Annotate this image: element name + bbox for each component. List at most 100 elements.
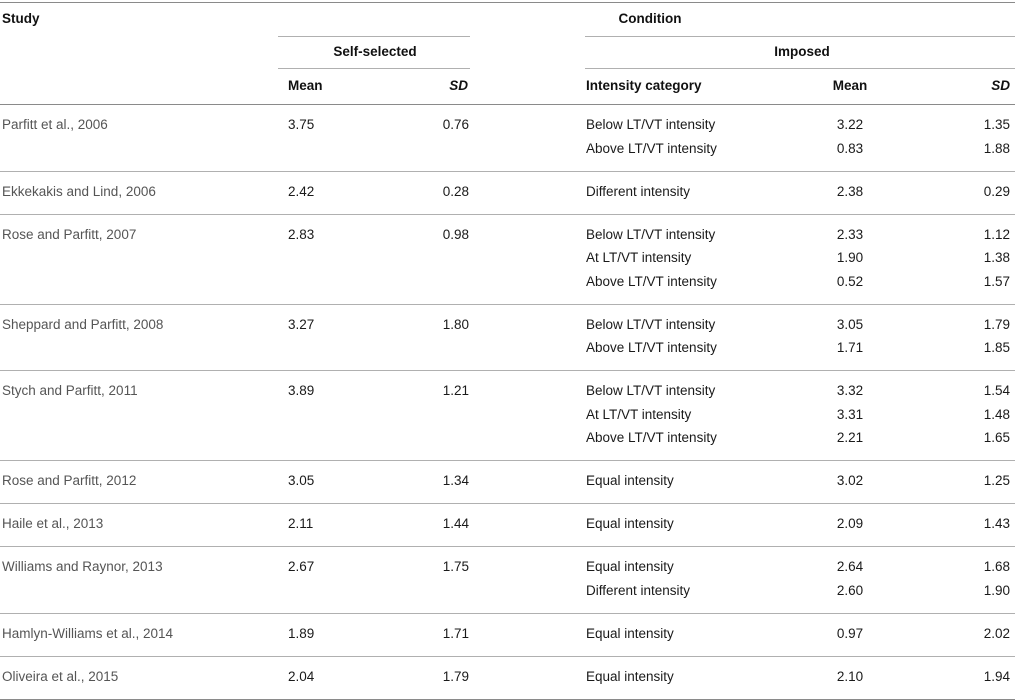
intensity-category: Equal intensity — [586, 559, 674, 574]
imposed-mean: 3.32 — [836, 383, 864, 398]
header-bottom-rule — [0, 104, 1015, 105]
header-self-selected: Self-selected — [333, 44, 417, 59]
intensity-category: Above LT/VT intensity — [586, 273, 717, 289]
row-divider — [0, 503, 1015, 504]
imposed-mean: 1.90 — [836, 250, 864, 265]
study-name: Haile et al., 2013 — [2, 516, 104, 531]
study-name: Hamlyn-Williams et al., 2014 — [2, 625, 174, 641]
header-intensity-category: Intensity category — [586, 78, 702, 93]
imposed-sd: 1.38 — [983, 250, 1010, 265]
study-name: Sheppard and Parfitt, 2008 — [2, 316, 164, 332]
imposed-sd: 1.94 — [983, 668, 1010, 684]
self-selected-mean: 2.42 — [288, 183, 315, 199]
imposed-sd: 1.43 — [983, 516, 1010, 531]
study-name: Rose and Parfitt, 2012 — [2, 473, 137, 488]
study-name: Stych and Parfitt, 2011 — [2, 383, 138, 398]
imposed-sd: 1.25 — [983, 473, 1010, 488]
self-selected-sd: 1.21 — [442, 383, 469, 398]
study-name: Rose and Parfitt, 2007 — [2, 226, 137, 242]
self-selected-sd: 1.80 — [442, 316, 469, 332]
imposed-mean: 2.38 — [836, 183, 864, 199]
imposed-mean: 0.97 — [836, 625, 864, 641]
self-selected-mean: 2.83 — [288, 226, 315, 242]
self-selected-sd: 1.44 — [442, 516, 469, 531]
intensity-category: Different intensity — [586, 582, 691, 598]
self-selected-sd: 0.28 — [442, 183, 469, 199]
row-divider — [0, 546, 1015, 547]
self-selected-sd: 1.79 — [442, 668, 469, 684]
row-divider — [0, 613, 1015, 614]
self-selected-mean: 3.27 — [288, 316, 315, 332]
intensity-category: Equal intensity — [586, 625, 674, 641]
study-name: Oliveira et al., 2015 — [2, 668, 119, 684]
imposed-sd: 1.68 — [983, 559, 1010, 574]
imposed-mean: 3.22 — [836, 117, 864, 132]
study-name: Ekkekakis and Lind, 2006 — [2, 183, 156, 199]
self-selected-mean: 3.89 — [288, 383, 315, 398]
imposed-sd: 1.54 — [983, 383, 1010, 398]
header-condition: Condition — [618, 11, 682, 26]
imposed-sd: 1.48 — [983, 406, 1010, 422]
imposed-sd: 1.88 — [983, 140, 1010, 156]
intensity-category: At LT/VT intensity — [586, 406, 692, 422]
header-imposed: Imposed — [774, 44, 830, 59]
self-selected-sd: 0.98 — [442, 226, 469, 242]
intensity-category: Below LT/VT intensity — [586, 316, 716, 332]
header-ss-sd: SD — [449, 78, 468, 93]
self-selected-sd: 1.71 — [442, 625, 469, 641]
header-imp-sd: SD — [991, 78, 1010, 93]
header-study: Study — [2, 11, 40, 26]
self-selected-sd: 0.76 — [442, 117, 469, 132]
row-divider — [0, 214, 1015, 215]
self-selected-mean: 3.75 — [288, 117, 315, 132]
imposed-rule — [585, 68, 1015, 69]
self-selected-sd: 1.75 — [442, 559, 469, 574]
imposed-sd: 1.85 — [983, 340, 1010, 355]
study-name: Williams and Raynor, 2013 — [2, 559, 163, 574]
imposed-mean: 2.09 — [836, 516, 864, 531]
intensity-category: At LT/VT intensity — [586, 250, 692, 265]
header-imp-mean: Mean — [832, 78, 868, 93]
imposed-sd: 2.02 — [983, 625, 1010, 641]
row-divider — [0, 304, 1015, 305]
intensity-category: Equal intensity — [586, 516, 674, 531]
row-divider — [0, 460, 1015, 461]
imposed-sd: 1.57 — [983, 273, 1010, 289]
imposed-sd: 1.90 — [983, 582, 1010, 598]
imposed-sd: 0.29 — [983, 183, 1010, 199]
imposed-mean: 0.83 — [836, 140, 864, 156]
intensity-category: Below LT/VT intensity — [586, 383, 716, 398]
study-name: Parfitt et al., 2006 — [2, 117, 108, 132]
imposed-mean: 2.21 — [836, 430, 864, 445]
self-selected-mean: 3.05 — [288, 473, 315, 488]
imposed-sd: 1.35 — [983, 117, 1010, 132]
header-ss-mean: Mean — [288, 78, 323, 93]
imposed-mean: 2.33 — [836, 226, 864, 242]
imposed-mean: 0.52 — [836, 273, 864, 289]
self-selected-span-rule — [278, 36, 470, 37]
imposed-sd: 1.65 — [983, 430, 1010, 445]
self-selected-mean: 2.67 — [288, 559, 315, 574]
self-selected-mean: 1.89 — [288, 625, 315, 641]
self-selected-sd: 1.34 — [442, 473, 469, 488]
self-selected-mean: 2.11 — [288, 516, 314, 531]
intensity-category: Different intensity — [586, 183, 691, 199]
intensity-category: Above LT/VT intensity — [586, 430, 717, 445]
row-divider — [0, 370, 1015, 371]
self-selected-rule — [278, 68, 470, 69]
imposed-sd: 1.79 — [983, 316, 1010, 332]
imposed-mean: 2.64 — [836, 559, 864, 574]
intensity-category: Equal intensity — [586, 668, 674, 684]
imposed-mean: 3.05 — [836, 316, 864, 332]
imposed-mean: 2.10 — [836, 668, 864, 684]
table-top-rule — [0, 2, 1015, 3]
imposed-mean: 3.31 — [836, 406, 864, 422]
condition-span-rule — [585, 36, 1015, 37]
imposed-sd: 1.12 — [983, 226, 1010, 242]
row-divider — [0, 656, 1015, 657]
intensity-category: Equal intensity — [586, 473, 674, 488]
intensity-category: Below LT/VT intensity — [586, 226, 716, 242]
row-divider — [0, 171, 1015, 172]
imposed-mean: 1.71 — [836, 340, 864, 355]
